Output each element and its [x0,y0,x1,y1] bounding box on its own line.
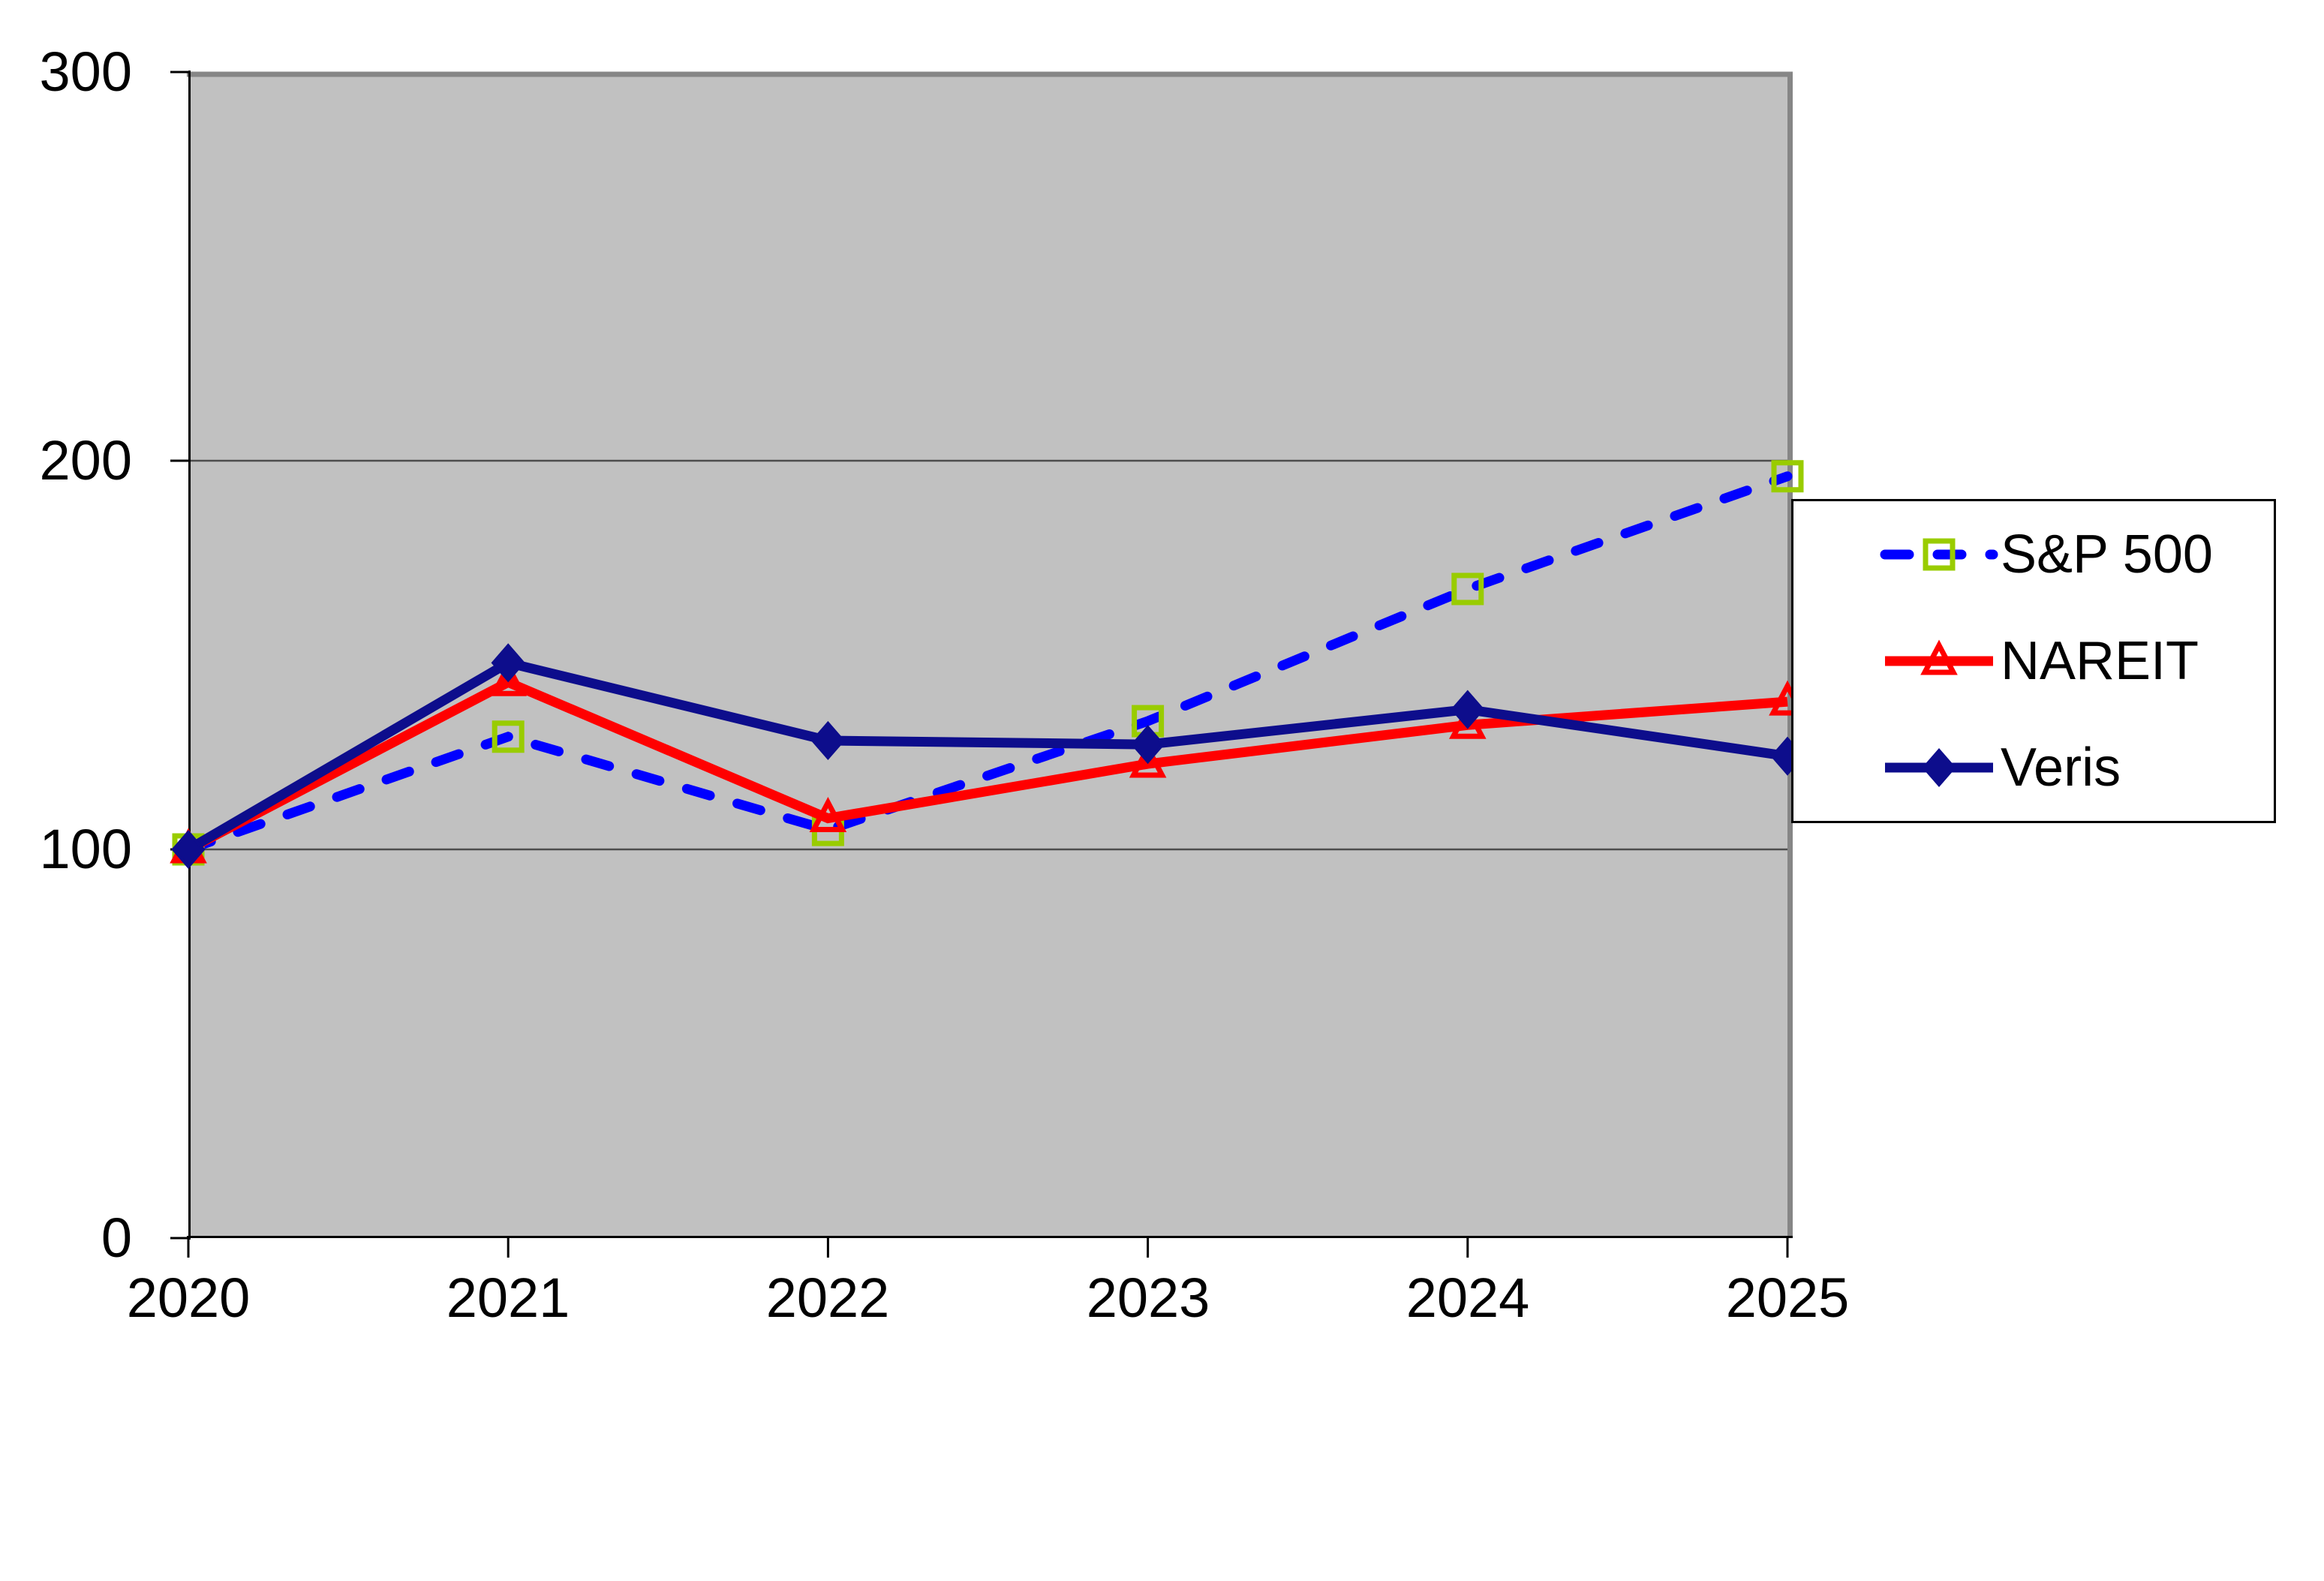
series-line-Veris [185,657,1788,854]
legend-sample-marker [1922,747,1956,788]
series-marker-NAREIT [1129,742,1167,778]
series-line-S&P 500 [183,471,1793,855]
y-axis-tick-label: 300 [39,41,132,103]
series-marker-Veris [491,643,525,683]
series-marker-Veris [171,829,206,870]
series-marker-Veris [1130,725,1165,765]
series-marker-NAREIT [1448,703,1487,739]
legend-label: S&P 500 [2001,524,2213,585]
x-axis-tick-label: 2024 [1406,1267,1530,1329]
series-marker-NAREIT [489,660,528,696]
legend-sample-veris-icon [1885,747,1993,788]
series-marker-S&P 500 [1771,460,1804,493]
legend-item-sp500: S&P 500 [1793,501,2274,608]
series-marker-Veris [810,720,846,761]
series-marker-S&P 500 [1451,573,1484,606]
legend-sample-marker [1923,538,1956,571]
series-marker-S&P 500 [492,720,525,753]
legend-label: Veris [2001,738,2121,798]
x-axis-tick-label: 2021 [446,1267,570,1329]
legend-sample-marker [1920,639,1958,675]
series-marker-NAREIT [809,797,847,833]
y-axis-tick-label: 0 [101,1207,132,1269]
legend-item-nareit: NAREIT [1793,608,2274,714]
legend-sample-sp500-icon [1880,538,1998,571]
x-axis-tick-label: 2023 [1086,1267,1210,1329]
legend-label: NAREIT [2001,631,2199,691]
legend-sample-nareit-icon [1885,639,1993,675]
x-axis-tick-label: 2020 [126,1267,251,1329]
legend-item-veris: Veris [1793,714,2274,821]
y-axis-tick-label: 200 [39,429,132,491]
y-axis-tick-label: 100 [39,818,132,880]
plot-area [188,72,1787,1238]
x-axis-tick-label: 2025 [1725,1267,1850,1329]
series-marker-Veris [1451,690,1485,729]
x-axis-tick-label: 2022 [765,1267,890,1329]
legend: S&P 500 NAREIT Veris [1791,499,2276,823]
